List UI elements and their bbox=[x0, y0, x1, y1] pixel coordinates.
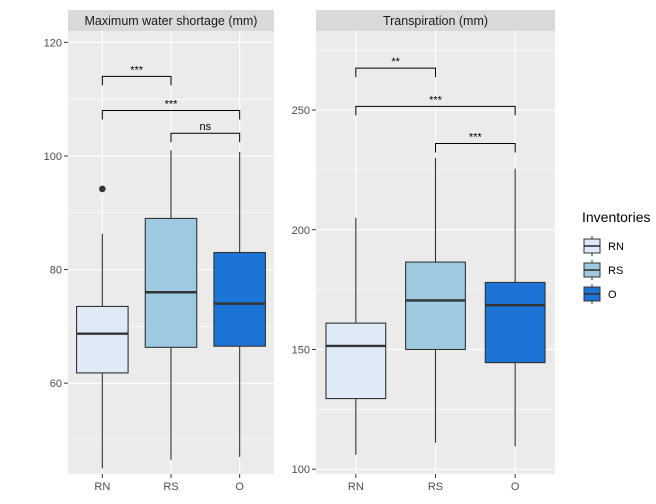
legend-title: Inventories bbox=[582, 209, 650, 225]
significance-label: *** bbox=[130, 64, 144, 76]
legend-item-rn: RN bbox=[583, 236, 624, 256]
legend: Inventories RN RS O bbox=[582, 209, 650, 304]
y-tick-label: 150 bbox=[292, 344, 310, 356]
legend-label-rn: RN bbox=[608, 241, 624, 253]
y-tick-label: 120 bbox=[44, 37, 62, 49]
significance-bracket: *** bbox=[101, 64, 172, 86]
box-body bbox=[405, 261, 466, 351]
box-body bbox=[484, 281, 546, 364]
bracket-line bbox=[101, 110, 241, 120]
significance-label: *** bbox=[165, 99, 179, 111]
significance-bracket: *** bbox=[355, 94, 516, 116]
significance-label: ** bbox=[391, 56, 400, 68]
bracket-line bbox=[170, 132, 241, 143]
x-tick-label: RS bbox=[163, 481, 178, 493]
y-tick-label: 100 bbox=[292, 464, 310, 476]
y-tick-label: 80 bbox=[50, 265, 62, 277]
x-tick-label: RN bbox=[94, 481, 110, 493]
box-body bbox=[325, 322, 387, 400]
bracket-line bbox=[101, 75, 172, 86]
box-rs bbox=[144, 150, 198, 460]
x-tick-label: O bbox=[511, 481, 520, 493]
box-o bbox=[213, 151, 266, 457]
box-rn bbox=[76, 185, 129, 469]
legend-label-rs: RS bbox=[608, 265, 623, 277]
legend-item-o: O bbox=[583, 284, 617, 304]
bracket-line bbox=[435, 143, 516, 153]
panel-title: Transpiration (mm) bbox=[383, 14, 488, 28]
y-tick-label: 200 bbox=[292, 225, 310, 237]
x-tick-label: RS bbox=[428, 481, 443, 493]
significance-bracket: *** bbox=[101, 99, 241, 120]
panel-strip bbox=[68, 10, 274, 31]
legend-label-o: O bbox=[608, 289, 617, 301]
x-tick-label: O bbox=[235, 481, 244, 493]
box-body bbox=[76, 305, 129, 374]
significance-bracket: ns bbox=[170, 121, 241, 143]
box-body bbox=[144, 217, 198, 348]
panel-strip bbox=[316, 10, 555, 31]
outlier-point bbox=[99, 185, 106, 193]
box-o bbox=[484, 168, 546, 447]
significance-label: ns bbox=[200, 121, 212, 133]
bracket-line bbox=[355, 105, 516, 116]
x-tick-label: RN bbox=[348, 481, 364, 493]
bracket-line bbox=[355, 67, 436, 78]
significance-label: *** bbox=[429, 94, 443, 106]
panel-1: Maximum water shortage (mm) 60 80 100 120 RN R… bbox=[44, 10, 274, 493]
box-body bbox=[213, 251, 266, 347]
legend-item-rs: RS bbox=[583, 260, 623, 280]
y-tick-label: 100 bbox=[44, 151, 62, 163]
significance-bracket: *** bbox=[435, 132, 516, 153]
y-tick-label: 60 bbox=[50, 378, 62, 390]
box-rn bbox=[325, 217, 387, 455]
significance-label: *** bbox=[469, 132, 483, 144]
significance-bracket: ** bbox=[355, 56, 436, 78]
box-rs bbox=[405, 157, 466, 443]
y-tick-label: 250 bbox=[292, 105, 310, 117]
panel-title: Maximum water shortage (mm) bbox=[85, 14, 258, 28]
